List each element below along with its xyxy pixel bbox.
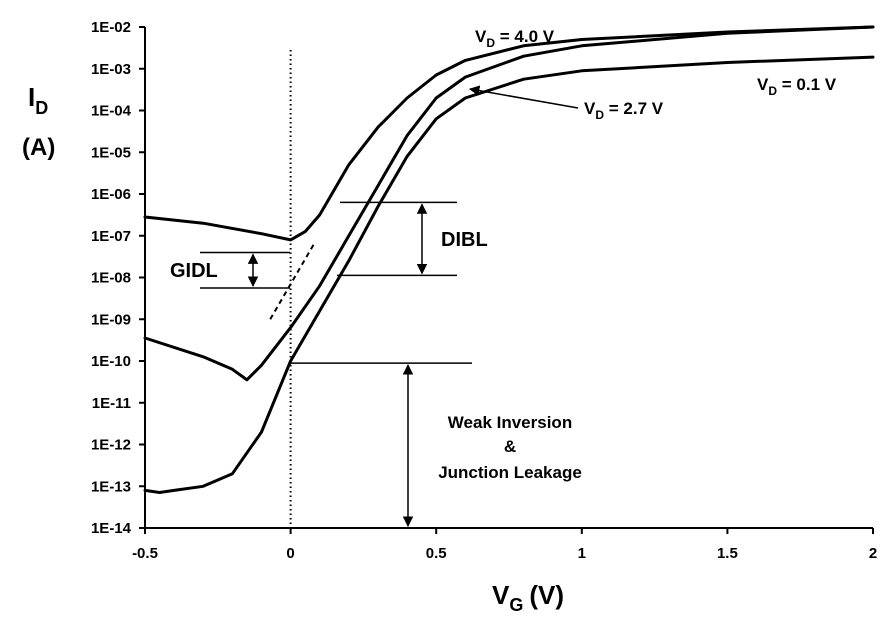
gidl-extrapolation-line — [269, 243, 315, 320]
series-line-1 — [143, 25, 875, 242]
y-tick-label: 1E-10 — [91, 353, 131, 370]
y-tick-label: 1E-14 — [91, 520, 132, 537]
y-tick-label: 1E-02 — [91, 19, 131, 36]
axes-layer — [139, 26, 874, 534]
xlabel-sub: G — [509, 595, 523, 615]
annotations: GIDL DIBL Weak Inversion & Junction Leakage V… — [170, 27, 837, 528]
y-tick-label: 1E-04 — [91, 103, 132, 120]
weak-label-line2: & — [504, 437, 516, 456]
series-line-2 — [143, 25, 875, 382]
series-line-3 — [143, 55, 875, 494]
curves — [143, 25, 875, 494]
gidl-label: GIDL — [170, 260, 218, 282]
weak-label-line3: Junction Leakage — [438, 463, 582, 482]
weak-label-line1: Weak Inversion — [448, 413, 572, 432]
x-tick-label: 1 — [578, 545, 586, 562]
y-tick-label: 1E-07 — [91, 228, 131, 245]
y-tick-label: 1E-08 — [91, 270, 131, 287]
ylabel-sub: D — [35, 98, 48, 118]
y-tick-label: 1E-05 — [91, 144, 131, 161]
x-tick-label: 0 — [286, 545, 294, 562]
x-tick-label: 0.5 — [426, 545, 447, 562]
vd27-pointer-arrow — [468, 85, 579, 109]
y-tick-label: 1E-11 — [92, 395, 131, 412]
y-tick-label: 1E-06 — [91, 186, 131, 203]
y-tick-label: 1E-03 — [91, 61, 131, 78]
titles: ID (A) VG (V) — [22, 82, 564, 615]
series-label-1: VD = 4.0 V — [475, 27, 555, 50]
x-tick-label: 2 — [869, 545, 877, 562]
y-tick-label: 1E-13 — [91, 478, 131, 495]
series-label-2: VD = 2.7 V — [584, 99, 664, 122]
y-tick-label: 1E-12 — [91, 437, 131, 454]
ylabel: ID — [28, 82, 48, 118]
ylabel-unit: (A) — [22, 134, 55, 161]
x-tick-label: -0.5 — [132, 545, 158, 562]
series-label-3: VD = 0.1 V — [757, 75, 837, 98]
xlabel-unit: (V) — [529, 580, 564, 610]
x-tick-label: 1.5 — [717, 545, 738, 562]
y-tick-label: 1E-09 — [91, 311, 131, 328]
xlabel: VG (V) — [492, 580, 564, 615]
tick-labels: 1E-14 1E-13 1E-12 1E-11 1E-10 1E-09 1E-08 1E-07… — [91, 19, 877, 562]
dibl-label: DIBL — [441, 229, 488, 251]
